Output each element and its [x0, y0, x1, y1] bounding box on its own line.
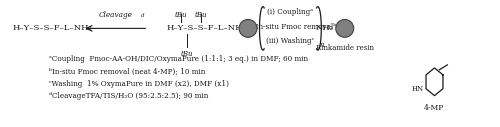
- Circle shape: [336, 19, 353, 37]
- Text: ᵃCoupling  Fmoc-AA-OH/DIC/OxymaPure (1:1:1; 3 eq.) in DMF; 60 min: ᵃCoupling Fmoc-AA-OH/DIC/OxymaPure (1:1:…: [48, 55, 308, 63]
- Text: (ii) In-situ Fmoc removalᵇ: (ii) In-situ Fmoc removalᵇ: [244, 22, 336, 30]
- Text: d: d: [142, 13, 145, 19]
- Text: ᵇIn-situ Fmoc removal (neat 4-MP); 10 min: ᵇIn-situ Fmoc removal (neat 4-MP); 10 mi…: [48, 68, 205, 76]
- Text: ᵈCleavageTFA/TIS/H₂O (95:2.5:2.5); 90 min: ᵈCleavageTFA/TIS/H₂O (95:2.5:2.5); 90 mi…: [48, 92, 208, 100]
- Text: (i) Couplingᵃ: (i) Couplingᵃ: [267, 8, 313, 16]
- Text: (iii) Washingᶜ: (iii) Washingᶜ: [266, 37, 314, 45]
- Text: tBu: tBu: [195, 11, 207, 19]
- Text: HN: HN: [412, 85, 424, 93]
- Text: H–Y–S–S–F–L–NH₂: H–Y–S–S–F–L–NH₂: [12, 24, 92, 32]
- Text: n: n: [320, 41, 324, 49]
- Text: ᶜWashing  1% OxymaPure in DMF (x2), DMF (x1): ᶜWashing 1% OxymaPure in DMF (x2), DMF (…: [48, 80, 228, 88]
- Text: Rinkamide resin: Rinkamide resin: [316, 44, 374, 52]
- Text: H–Y–S–S–F–L–NH: H–Y–S–S–F–L–NH: [167, 24, 244, 32]
- Circle shape: [239, 19, 257, 37]
- Text: tBu: tBu: [181, 50, 194, 58]
- Text: tBu: tBu: [175, 11, 188, 19]
- Text: 4-MP: 4-MP: [424, 104, 444, 112]
- Text: Cleavage: Cleavage: [98, 11, 132, 19]
- Text: NH₂: NH₂: [316, 24, 334, 32]
